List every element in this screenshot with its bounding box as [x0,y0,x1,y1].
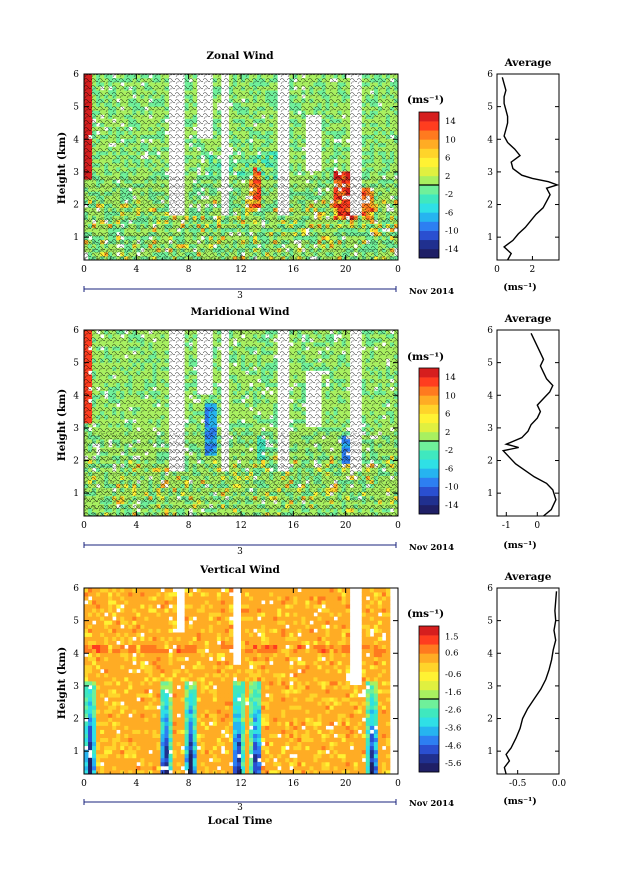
colorbar-tick-label: 10 [445,135,456,145]
colorbar-tick-label: 6 [445,154,450,164]
x-tick-label: 12 [235,265,246,275]
x-tick-label: 20 [340,265,352,275]
x-tick-label: 0 [395,265,401,275]
y-tick-label: 2 [73,201,79,211]
colorbar-segment [419,230,439,241]
average-x-tick-label: 0 [494,265,500,275]
colorbar: 14 10 6 2 -2 -6 -10 -14 [418,111,459,259]
average-y-tick-label: 5 [487,103,493,113]
colorbar-segment [419,139,439,149]
x-tick-label: 16 [288,265,300,275]
average-profile: 1 2 3 4 5 6 0 2 [487,70,560,275]
y-tick-label: 3 [73,168,79,178]
colorbar-tick-label: 14 [445,117,456,127]
x-tick-label: 8 [186,265,192,275]
x-tick-label: 4 [133,265,139,275]
colorbar-segment [419,203,439,213]
colorbar-tick-label: -6 [445,208,453,218]
panel-title: Zonal Wind [206,50,274,62]
colorbar-segment [419,121,439,131]
y-tick-label: 5 [73,103,79,113]
contour-lines [84,74,398,260]
y-axis-label: Height (km) [56,132,68,204]
colorbar-tick-label: -14 [445,245,459,255]
colorbar-segment [419,212,439,222]
colorbar-segment [419,194,439,204]
average-y-tick-label: 6 [487,70,493,80]
colorbar-segment [419,157,439,168]
colorbar-segment [419,221,439,231]
colorbar-segment [419,175,439,186]
y-tick-label: 4 [73,135,79,145]
average-title: Average [504,57,552,69]
average-xlabel: (ms⁻¹) [503,282,537,293]
colorbar-segment [419,239,439,250]
contour-overlay [84,176,398,260]
colorbar-tick-label: 2 [445,172,450,182]
colorbar-segment [419,112,439,122]
colorbar-unit: (ms⁻¹) [407,94,444,106]
colorbar-segment [419,130,439,140]
colorbar-segment [419,248,439,259]
average-x-tick-label: 2 [530,265,536,275]
average-y-tick-label: 2 [487,201,493,211]
day-label: 3 [237,291,243,301]
colorbar-tick-label: -10 [445,227,459,237]
average-line [501,77,560,261]
average-y-tick-label: 1 [487,233,493,243]
date-label: Nov 2014 [409,287,454,297]
colorbar-segment [419,166,439,177]
average-frame [496,73,560,261]
colorbar-tick-label: -2 [445,190,453,200]
colorbar-segment [419,148,439,158]
day-bar: 3 [83,286,397,301]
panel-title: Maridional Wind [191,306,291,318]
colorbar-segment [419,185,439,195]
average-y-tick-label: 4 [487,135,493,145]
y-tick-label: 6 [73,70,79,80]
average-y-tick-label: 3 [487,168,493,178]
y-tick-label: 1 [73,233,79,243]
x-tick-label: 0 [81,265,87,275]
